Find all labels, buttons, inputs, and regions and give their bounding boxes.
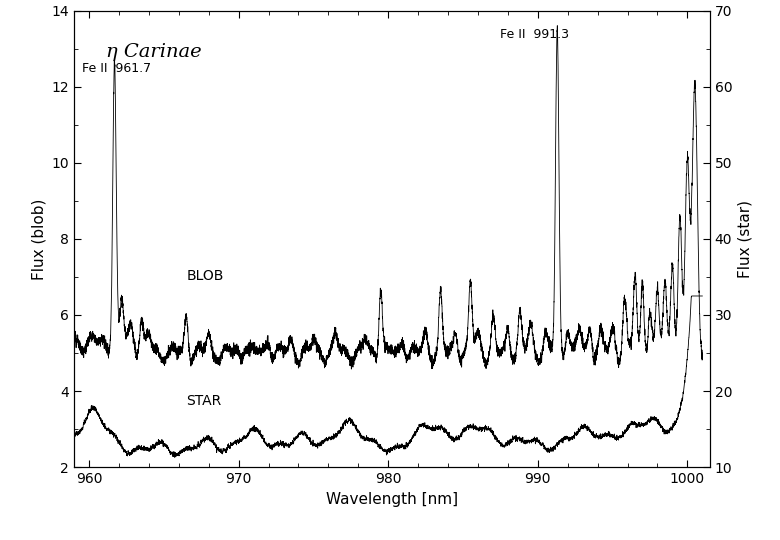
Text: Fe II  991.3: Fe II 991.3 — [501, 28, 569, 41]
Text: S. Johansson  &  V.S. Letokhov: S. Johansson & V.S. Letokhov — [12, 490, 200, 503]
Text: , 497  (2004): , 497 (2004) — [119, 528, 201, 540]
Y-axis label: Flux (blob): Flux (blob) — [31, 198, 46, 280]
Text: Fe II  961.7: Fe II 961.7 — [82, 63, 151, 76]
Text: 428: 428 — [104, 528, 129, 540]
Text: η Carinae: η Carinae — [106, 43, 201, 60]
Text: BLOB: BLOB — [186, 269, 224, 282]
Text: Astrophysical lasers operating in optical Fe II lines in stellar ejecta of Eta C: Astrophysical lasers operating in optica… — [12, 507, 519, 520]
Text: Astron.Astrophys.: Astron.Astrophys. — [12, 528, 130, 540]
X-axis label: Wavelength [nm]: Wavelength [nm] — [326, 491, 458, 507]
Text: STAR: STAR — [186, 394, 222, 408]
Y-axis label: Flux (star): Flux (star) — [738, 200, 753, 278]
